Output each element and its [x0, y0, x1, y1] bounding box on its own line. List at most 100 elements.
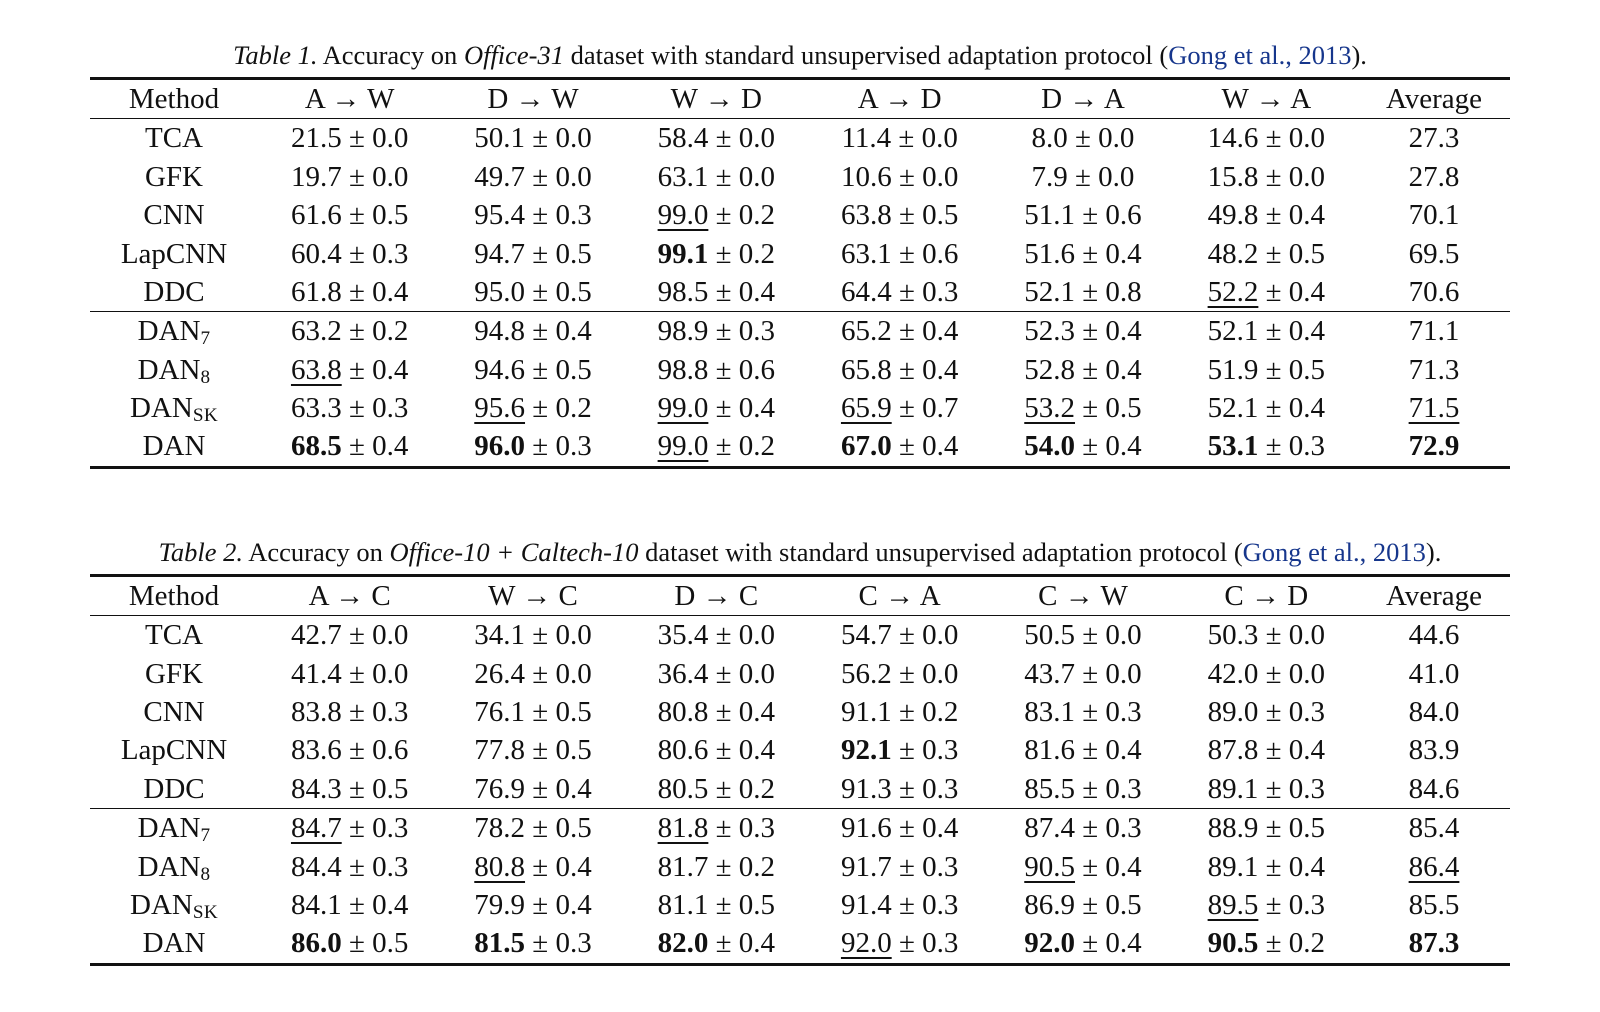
- metric-value: 87.8: [1207, 734, 1259, 767]
- average-cell: 44.6: [1358, 616, 1510, 655]
- value-cell: 95.4 ± 0.3: [474, 199, 592, 232]
- method-cell: TCA: [90, 616, 258, 655]
- average-cell: 85.4: [1358, 809, 1510, 848]
- average-cell: 85.5: [1358, 886, 1510, 924]
- value-cell: 52.1 ± 0.8: [1024, 275, 1142, 308]
- method-name: GFK: [144, 657, 203, 690]
- citation-link[interactable]: Gong et al., 2013: [1242, 536, 1426, 567]
- metric-value: 95.4: [474, 199, 526, 232]
- table-row: DAN7 84.7 ± 0.3 78.2 ± 0.5 81.8 ± 0.3 91.6 ±…: [90, 809, 1510, 848]
- method-cell: DDC: [90, 273, 258, 312]
- metric-value: 91.1: [840, 696, 892, 729]
- metric-value: 21.5: [290, 122, 342, 155]
- citation-link[interactable]: Gong et al., 2013: [1168, 40, 1352, 70]
- metric-value: 42.7: [290, 619, 342, 652]
- value-cell: 99.0 ± 0.4: [657, 392, 776, 425]
- metric-value: 15.8: [1207, 160, 1259, 193]
- metric-value: 80.5: [657, 772, 709, 805]
- metric-value: 79.9: [474, 889, 526, 921]
- metric-value: 90.5: [1024, 850, 1076, 883]
- header-row: Method A → W D → W W → D A → D D → A W → A Aver…: [90, 79, 1510, 119]
- value-cell: 10.6 ± 0.0: [840, 160, 959, 193]
- metric-value: 81.5: [474, 927, 526, 960]
- value-cell: 85.5 ± 0.3: [1024, 772, 1142, 805]
- metric-value: 63.3: [290, 392, 342, 425]
- table-row: CNN 83.8 ± 0.3 76.1 ± 0.5 80.8 ± 0.4 91.1 ± …: [90, 693, 1510, 731]
- method-cell: LapCNN: [90, 235, 258, 273]
- table-1: Method A → W D → W W → D A → D D → A W → A Aver…: [90, 77, 1510, 469]
- metric-value: 70.6: [1408, 275, 1460, 308]
- average-cell: 84.6: [1358, 770, 1510, 809]
- metric-value: 83.8: [290, 696, 342, 729]
- value-cell: 54.7 ± 0.0: [840, 619, 959, 652]
- value-cell: 76.1 ± 0.5: [474, 696, 592, 729]
- value-cell: 94.6 ± 0.5: [474, 353, 592, 386]
- metric-value: 89.0: [1207, 696, 1259, 729]
- metric-value: 50.3: [1207, 619, 1259, 652]
- paper-page: Table 1. Accuracy on Office-31 dataset w…: [90, 40, 1510, 966]
- caption-segment: ).: [1351, 40, 1367, 70]
- metric-value: 94.8: [474, 315, 526, 348]
- metric-value: 10.6: [840, 160, 892, 193]
- metric-value: 81.6: [1024, 734, 1076, 767]
- value-cell: 61.8 ± 0.4: [290, 275, 409, 308]
- column-header: C → D: [1224, 579, 1309, 612]
- metric-value: 27.3: [1408, 122, 1460, 155]
- metric-value: 98.5: [657, 275, 709, 308]
- value-cell: 50.3 ± 0.0: [1207, 619, 1326, 652]
- metric-value: 52.8: [1024, 353, 1076, 386]
- value-cell: 89.0 ± 0.3: [1207, 696, 1326, 729]
- average-cell: 71.1: [1358, 312, 1510, 351]
- metric-value: 99.0: [657, 199, 709, 232]
- method-subscript: 7: [200, 328, 211, 350]
- metric-value: 71.5: [1408, 392, 1460, 425]
- value-cell: 56.2 ± 0.0: [840, 657, 959, 690]
- caption-segment: dataset with standard unsupervised adapt…: [638, 536, 1243, 567]
- average-cell: 83.9: [1358, 731, 1510, 769]
- metric-value: 7.9: [1031, 160, 1068, 193]
- value-cell: 63.8 ± 0.5: [840, 199, 959, 232]
- metric-value: 51.9: [1207, 353, 1259, 386]
- value-cell: 88.9 ± 0.5: [1207, 812, 1326, 845]
- method-cell: LapCNN: [90, 731, 258, 769]
- metric-value: 54.7: [840, 619, 892, 652]
- value-cell: 11.4 ± 0.0: [841, 122, 958, 155]
- table-row: DAN8 63.8 ± 0.4 94.6 ± 0.5 98.8 ± 0.6 65.8 ±…: [90, 351, 1510, 389]
- metric-value: 50.1: [474, 122, 526, 155]
- value-cell: 49.7 ± 0.0: [474, 160, 592, 193]
- method-cell: DAN: [90, 924, 258, 964]
- value-cell: 84.4 ± 0.3: [290, 850, 409, 883]
- metric-value: 41.4: [290, 657, 342, 690]
- value-cell: 52.3 ± 0.4: [1024, 315, 1142, 348]
- metric-value: 98.9: [657, 315, 709, 348]
- value-cell: 52.8 ± 0.4: [1024, 353, 1142, 386]
- metric-value: 85.5: [1408, 889, 1460, 921]
- value-cell: 91.7 ± 0.3: [840, 850, 959, 883]
- metric-value: 92.0: [840, 927, 892, 960]
- metric-value: 54.0: [1024, 430, 1076, 463]
- metric-value: 52.1: [1207, 315, 1259, 348]
- metric-value: 92.0: [1024, 927, 1076, 960]
- method-cell: DAN8: [90, 848, 258, 886]
- value-cell: 98.5 ± 0.4: [657, 275, 776, 308]
- method-name: GFK: [144, 160, 203, 193]
- value-cell: 94.7 ± 0.5: [474, 237, 592, 270]
- method-cell: TCA: [90, 119, 258, 158]
- metric-value: 89.5: [1207, 889, 1259, 921]
- caption-segment: Accuracy on: [317, 40, 464, 70]
- metric-value: 83.6: [290, 734, 342, 767]
- table-row: DDC 61.8 ± 0.4 95.0 ± 0.5 98.5 ± 0.4 64.4 ± …: [90, 273, 1510, 312]
- method-cell: GFK: [90, 158, 258, 196]
- caption-segment: Office-31: [463, 40, 565, 70]
- value-cell: 81.1 ± 0.5: [657, 889, 776, 921]
- method-name: LapCNN: [120, 237, 228, 270]
- table-row: TCA 42.7 ± 0.0 34.1 ± 0.0 35.4 ± 0.0 54.7 ± …: [90, 616, 1510, 655]
- table-row: GFK 19.7 ± 0.0 49.7 ± 0.0 63.1 ± 0.0 10.6 ± …: [90, 158, 1510, 196]
- metric-value: 96.0: [474, 430, 526, 463]
- value-cell: 81.7 ± 0.2: [657, 850, 776, 883]
- column-header: A → W: [304, 82, 395, 115]
- value-cell: 83.6 ± 0.6: [290, 734, 409, 767]
- average-cell: 72.9: [1358, 428, 1510, 468]
- value-cell: 34.1 ± 0.0: [474, 619, 592, 652]
- value-cell: 7.9 ± 0.0: [1031, 160, 1135, 193]
